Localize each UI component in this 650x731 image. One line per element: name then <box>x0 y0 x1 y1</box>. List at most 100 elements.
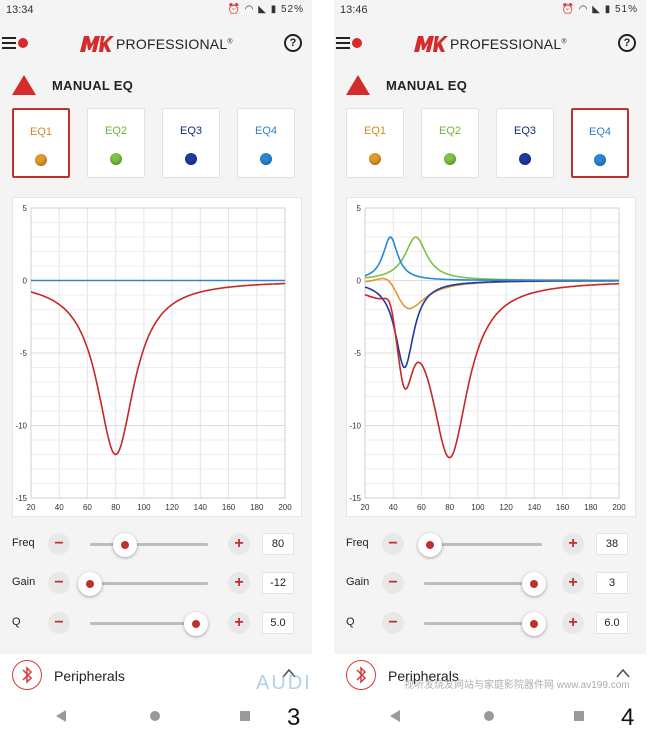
status-bar: 13:46 ⏰ ◠ ◣ ▮ 51% <box>334 0 646 22</box>
gain-slider-thumb[interactable] <box>78 572 102 596</box>
freq-increase-button[interactable]: + <box>562 533 584 555</box>
freq-label: Freq <box>12 537 35 549</box>
eq-label: EQ3 <box>513 125 536 137</box>
help-icon[interactable]: ? <box>284 34 302 52</box>
eq-button[interactable]: EQ4 <box>237 108 295 178</box>
app-logo: PROFESSIONAL® <box>414 34 567 54</box>
freq-decrease-button[interactable]: − <box>48 533 70 555</box>
panel-number: 3 <box>287 704 301 731</box>
recent-apps-icon[interactable] <box>240 711 250 721</box>
freq-slider-track[interactable] <box>424 543 542 546</box>
y-tick-label: -5 <box>20 349 28 358</box>
gain-value[interactable]: 3 <box>596 572 628 594</box>
q-slider-track[interactable] <box>90 622 208 625</box>
connection-status-dot <box>18 38 28 48</box>
eq-curve-series-0 <box>30 282 286 456</box>
eq-button[interactable]: EQ1 <box>12 108 70 178</box>
gain-slider-track[interactable] <box>424 582 542 585</box>
eq-button[interactable]: EQ3 <box>496 108 554 178</box>
q-slider-track[interactable] <box>424 622 542 625</box>
q-value[interactable]: 6.0 <box>596 612 628 634</box>
android-nav-bar <box>0 698 312 731</box>
x-tick-label: 100 <box>137 503 151 512</box>
gain-label: Gain <box>346 576 370 588</box>
gain-label: Gain <box>12 576 36 588</box>
gain-increase-button[interactable]: + <box>228 572 250 594</box>
back-icon[interactable] <box>56 710 66 722</box>
gain-control: Gain − + -12 <box>0 568 312 598</box>
logo-registered: ® <box>561 38 567 46</box>
eq-label: EQ2 <box>438 125 461 137</box>
y-tick-label: 0 <box>357 277 362 286</box>
q-decrease-button[interactable]: − <box>48 612 70 634</box>
gain-slider-thumb[interactable] <box>521 572 546 596</box>
eq-button[interactable]: EQ3 <box>162 108 220 178</box>
status-time: 13:46 <box>340 4 368 16</box>
gain-control: Gain − + 3 <box>334 568 646 598</box>
eq-curve-series-1 <box>364 236 619 282</box>
recent-apps-icon[interactable] <box>574 711 584 721</box>
logo-word: PROFESSIONAL <box>116 36 228 52</box>
eq-button[interactable]: EQ2 <box>421 108 479 178</box>
q-decrease-button[interactable]: − <box>382 612 404 634</box>
section-header: MANUAL EQ <box>346 74 467 96</box>
freq-slider-thumb[interactable] <box>113 533 138 557</box>
freq-value[interactable]: 80 <box>262 533 294 555</box>
freq-slider-thumb[interactable] <box>417 533 442 557</box>
x-tick-label: 60 <box>417 503 426 512</box>
help-icon[interactable]: ? <box>618 34 636 52</box>
warning-triangle-icon <box>12 75 36 95</box>
gain-decrease-button[interactable]: − <box>48 572 70 594</box>
app-bar: PROFESSIONAL® ? <box>0 28 312 60</box>
section-header: MANUAL EQ <box>12 74 133 96</box>
q-slider-thumb[interactable] <box>184 612 209 636</box>
eq-button[interactable]: EQ2 <box>87 108 145 178</box>
freq-decrease-button[interactable]: − <box>382 533 404 555</box>
eq-color-dot <box>369 153 381 165</box>
q-label: Q <box>346 616 355 628</box>
app-logo: PROFESSIONAL® <box>80 34 233 54</box>
eq-button[interactable]: EQ4 <box>571 108 629 178</box>
q-increase-button[interactable]: + <box>228 612 250 634</box>
x-tick-label: 140 <box>528 503 542 512</box>
y-tick-label: -10 <box>349 422 361 431</box>
eq-button[interactable]: EQ1 <box>346 108 404 178</box>
freq-value[interactable]: 38 <box>596 533 628 555</box>
eq-color-dot <box>110 153 122 165</box>
chevron-up-icon[interactable] <box>616 668 630 678</box>
x-tick-label: 20 <box>27 503 36 512</box>
gain-value[interactable]: -12 <box>262 572 294 594</box>
x-tick-label: 160 <box>222 503 236 512</box>
freq-slider-track[interactable] <box>90 543 208 546</box>
eq-color-dot <box>444 153 456 165</box>
q-slider-thumb[interactable] <box>521 612 546 636</box>
mk-logo-icon <box>80 36 114 52</box>
x-tick-label: 40 <box>55 503 64 512</box>
eq-response-chart: 20 40 60 80 100 120 140 160 180 200 5 0 -5 -10 -15 <box>12 197 302 517</box>
freq-increase-button[interactable]: + <box>228 533 250 555</box>
y-tick-label: -15 <box>15 494 27 503</box>
logo-word: PROFESSIONAL <box>450 36 562 52</box>
home-icon[interactable] <box>150 711 160 721</box>
chevron-up-icon[interactable] <box>282 668 296 678</box>
eq-color-dot <box>594 154 606 166</box>
menu-icon[interactable] <box>336 37 350 49</box>
logo-registered: ® <box>227 38 233 46</box>
gain-slider-track[interactable] <box>90 582 208 585</box>
peripherals-bar[interactable]: Peripherals <box>334 654 646 698</box>
x-tick-label: 120 <box>499 503 513 512</box>
peripherals-bar[interactable]: Peripherals <box>0 654 312 698</box>
gain-decrease-button[interactable]: − <box>382 572 404 594</box>
q-value[interactable]: 5.0 <box>262 612 294 634</box>
q-increase-button[interactable]: + <box>562 612 584 634</box>
eq-curve-series-4 <box>364 282 619 459</box>
menu-icon[interactable] <box>2 37 16 49</box>
y-tick-label: -10 <box>15 422 27 431</box>
home-icon[interactable] <box>484 711 494 721</box>
gain-increase-button[interactable]: + <box>562 572 584 594</box>
peripherals-label: Peripherals <box>388 668 459 684</box>
x-tick-label: 80 <box>111 503 120 512</box>
eq-chart-svg: 20 40 60 80 100 120 140 160 180 200 5 0 -5 -10 -15 <box>15 204 292 512</box>
bluetooth-icon <box>346 660 376 690</box>
back-icon[interactable] <box>390 710 400 722</box>
